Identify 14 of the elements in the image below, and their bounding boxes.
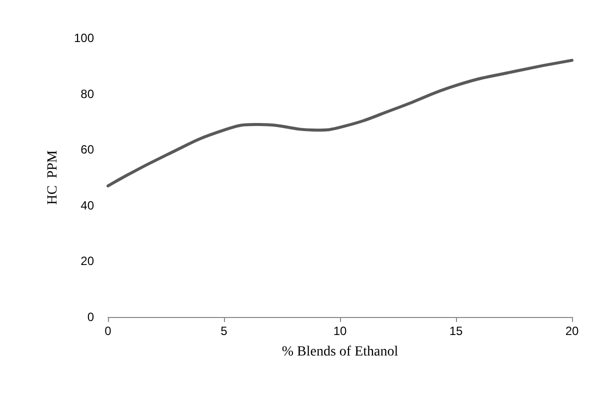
y-axis-title: HC PPM	[46, 150, 60, 205]
y-tick-label: 100	[74, 31, 94, 45]
y-tick-label: 80	[80, 86, 94, 101]
x-tick-label: 0	[104, 324, 112, 338]
x-tick-label: 5	[220, 324, 228, 338]
x-tick-label: 15	[449, 324, 463, 338]
x-tick-label: 10	[333, 324, 347, 338]
y-tick-label: 20	[80, 254, 94, 268]
y-tick-label: 60	[80, 142, 94, 157]
y-tick-label: 0	[87, 310, 94, 324]
x-axis-title: % Blends of Ethanol	[282, 344, 398, 360]
y-tick-label: 40	[80, 198, 94, 212]
line-series	[106, 58, 574, 188]
x-tick-label: 20	[565, 324, 579, 338]
